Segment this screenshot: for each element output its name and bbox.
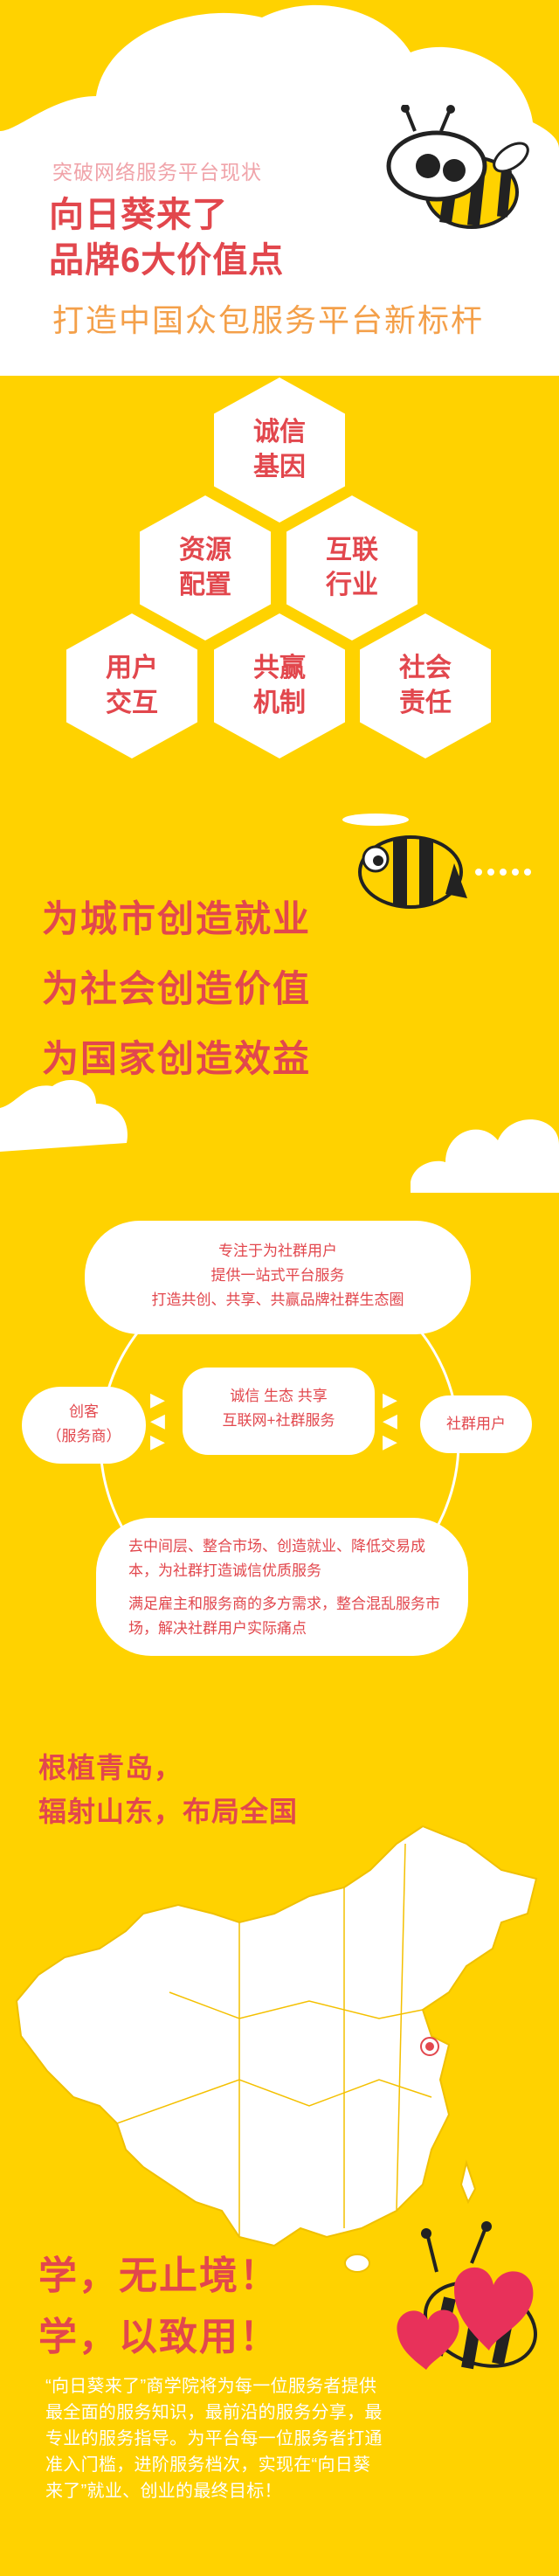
learn-line1: 学，无止境！	[38, 2254, 280, 2297]
map-title-line2: 辐射山东，布局全国	[38, 1796, 299, 1827]
ecosystem-center-box: 诚信 生态 共享 互联网+社群服务	[185, 1370, 372, 1452]
flying-bee-icon	[342, 814, 531, 909]
header-title-line2: 品牌6大价值点	[49, 241, 285, 280]
hex-integrity: 诚信 基因	[214, 377, 345, 523]
header-title-line1: 向日葵来了	[49, 196, 228, 234]
right-arrows-icon: ▶ ◀ ▶	[383, 1388, 397, 1452]
learn-line2: 学，以致用！	[38, 2316, 280, 2358]
cloud-icon	[0, 4, 559, 376]
ecosystem-top-box: 专注于为社群用户 提供一站式平台服务 打造共创、共享、共赢品牌社群生态圈	[87, 1223, 468, 1332]
cloud-icon	[0, 1079, 128, 1152]
hex-user-interaction: 用户 交互	[66, 613, 197, 758]
slogan-benefit: 为国家创造效益	[42, 1038, 312, 1079]
slogan-value: 为社会创造价值	[42, 968, 312, 1009]
china-map-icon	[15, 1825, 538, 2273]
map-title-line1: 根植青岛，	[38, 1752, 183, 1783]
bee-mascot-icon	[386, 105, 529, 229]
hex-win-win: 共赢 机制	[214, 613, 345, 758]
hex-resource: 资源 配置	[140, 495, 271, 641]
ecosystem-maker-box: 创客 （服务商）	[24, 1389, 143, 1461]
cloud-icon	[411, 1119, 559, 1193]
hex-interconnect: 互联 行业	[286, 495, 418, 641]
heart-bee-icon	[397, 2221, 537, 2370]
header-subtitle: 打造中国众包服务平台新标杆	[52, 302, 485, 338]
slogan-employment: 为城市创造就业	[42, 898, 312, 939]
ecosystem-bottom-box: 去中间层、整合市场、创造就业、降低交易成本，为社群打造诚信优质服务 满足雇主和服…	[99, 1520, 466, 1653]
school-paragraph: “向日葵来了”商学院将为每一位服务者提供最全面的服务知识，最前沿的服务分享，最专…	[45, 2377, 383, 2501]
hex-social-responsibility: 社会 责任	[360, 613, 491, 758]
ecosystem-community-users-box: 社群用户	[423, 1398, 529, 1451]
left-arrows-icon: ▶ ◀ ▶	[150, 1388, 165, 1452]
header-tagline: 突破网络服务平台现状	[52, 161, 262, 184]
